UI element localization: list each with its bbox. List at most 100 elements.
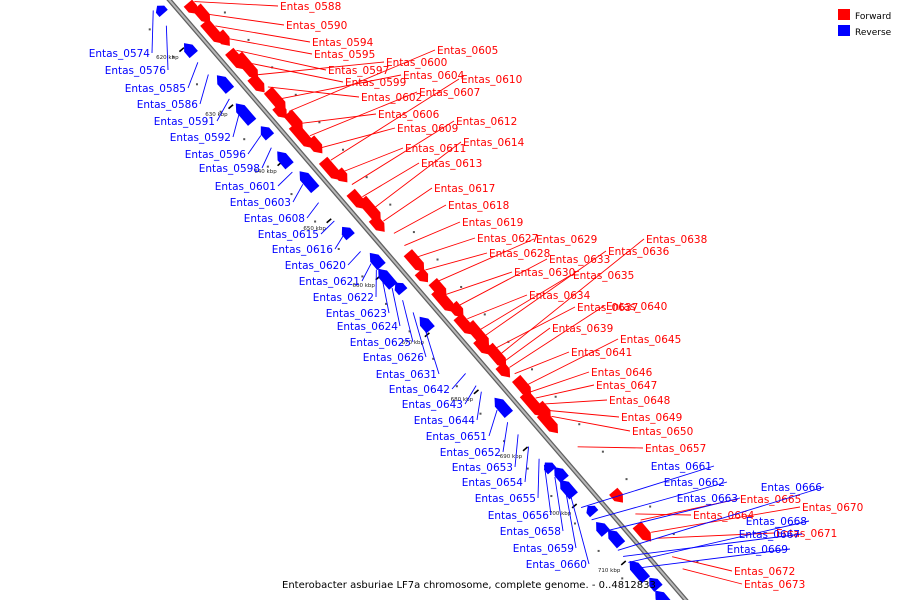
forward-gene-label: Entas_0597 (328, 65, 389, 77)
reverse-gene-label: Entas_0642 (389, 384, 450, 396)
track-dot (460, 285, 463, 288)
forward-gene-arrow (431, 287, 454, 312)
forward-gene-label: Entas_0618 (448, 200, 509, 212)
tick-mark (571, 503, 578, 509)
reverse-gene-arrow (649, 577, 663, 592)
reverse-gene-arrow (629, 560, 651, 584)
tick-mark (620, 560, 627, 566)
reverse-gene-label: Entas_0663 (677, 493, 738, 505)
leader-line (591, 481, 728, 521)
leader-line (451, 373, 466, 390)
forward-gene-arrow (247, 73, 265, 93)
reverse-gene-label: Entas_0591 (154, 116, 215, 128)
leader-line (372, 141, 462, 210)
tick-label: 630 kbp (205, 112, 228, 118)
reverse-gene-arrow (277, 151, 294, 170)
leader-line (464, 385, 477, 405)
leader-line (551, 415, 631, 432)
reverse-gene-arrow (369, 252, 386, 271)
forward-gene-arrow (403, 249, 425, 272)
leader-line (535, 384, 595, 399)
forward-gene-arrow (214, 29, 230, 46)
forward-gene-label: Entas_0629 (536, 234, 597, 246)
track-dot (531, 368, 534, 371)
leader-line (537, 458, 540, 499)
reverse-gene-label: Entas_0603 (230, 197, 291, 209)
track-dot (625, 478, 628, 481)
forward-gene-label: Entas_0638 (646, 234, 707, 246)
leader-line (165, 25, 169, 71)
leader-line (435, 238, 535, 283)
leader-line (381, 275, 390, 314)
tick-mark (522, 446, 529, 452)
leader-line (391, 287, 401, 327)
track-dot (601, 450, 604, 453)
leader-line (425, 252, 488, 271)
reverse-gene-label: Entas_0631 (376, 369, 437, 381)
forward-gene-label: Entas_0648 (609, 395, 670, 407)
reverse-gene-arrow (378, 268, 398, 290)
leader-line (404, 221, 461, 246)
reverse-gene-arrow (419, 316, 435, 334)
forward-gene-arrow (609, 487, 623, 503)
leader-line (546, 409, 620, 418)
reverse-gene-label: Entas_0592 (170, 132, 231, 144)
leader-line (187, 62, 199, 89)
forward-gene-label: Entas_0610 (461, 74, 522, 86)
reverse-gene-label: Entas_0643 (402, 399, 463, 411)
leader-line (215, 25, 311, 43)
leader-line (514, 351, 570, 375)
track-dot (243, 138, 246, 141)
legend-forward-swatch (838, 9, 850, 20)
leader-line (623, 533, 803, 557)
leader-line (651, 506, 801, 533)
leader-line (477, 274, 572, 332)
track-dot (696, 560, 699, 563)
reverse-gene-label: Entas_0660 (526, 559, 587, 571)
forward-gene-label: Entas_0636 (608, 246, 670, 258)
forward-gene-label: Entas_0640 (606, 301, 667, 313)
forward-gene-arrow (305, 135, 323, 154)
reverse-gene-label: Entas_0651 (426, 431, 487, 443)
forward-gene-label: Entas_0614 (463, 137, 525, 149)
forward-gene-label: Entas_0633 (549, 254, 610, 266)
track-dot (550, 495, 553, 498)
tick-label: 710 kbp (598, 568, 621, 574)
reverse-gene-arrow (655, 590, 671, 600)
track-dot (219, 110, 222, 113)
leader-line (225, 37, 313, 55)
forward-gene-label: Entas_0670 (802, 502, 863, 514)
tick-label: 660 kbp (352, 283, 375, 289)
reverse-gene-arrow (299, 171, 320, 194)
leader-line (503, 327, 551, 362)
reverse-gene-label: Entas_0624 (337, 321, 399, 333)
track-dot (195, 83, 198, 86)
leader-line (633, 548, 791, 570)
track-dot (337, 247, 340, 250)
leader-line (299, 113, 377, 125)
reverse-gene-label: Entas_0596 (185, 149, 247, 161)
forward-gene-label: Entas_0637 (577, 302, 638, 314)
track-dot (621, 577, 624, 580)
forward-gene-label: Entas_0646 (591, 367, 653, 379)
forward-gene-label: Entas_0606 (378, 109, 440, 121)
leader-line (467, 294, 528, 320)
leader-line (306, 202, 319, 219)
leader-line (236, 49, 327, 71)
label-layer: Entas_0588 Entas_0590 Entas_0594Entas_0595… (89, 1, 864, 591)
reverse-gene-label: Entas_0661 (651, 461, 712, 473)
forward-gene-arrow (632, 521, 652, 542)
leader-line (476, 391, 482, 421)
track-dot (389, 203, 392, 206)
reverse-gene-label: Entas_0608 (244, 213, 305, 225)
leader-line (334, 232, 346, 250)
leader-line (524, 446, 530, 483)
leader-line (383, 187, 433, 222)
reverse-gene-label: Entas_0644 (414, 415, 476, 427)
leader-line (543, 464, 552, 516)
leader-line (216, 98, 230, 122)
reverse-gene-label: Entas_0615 (258, 229, 319, 241)
forward-gene-label: Entas_0602 (361, 92, 422, 104)
forward-gene-label: Entas_0635 (573, 270, 634, 282)
forward-gene-arrow (512, 374, 532, 396)
